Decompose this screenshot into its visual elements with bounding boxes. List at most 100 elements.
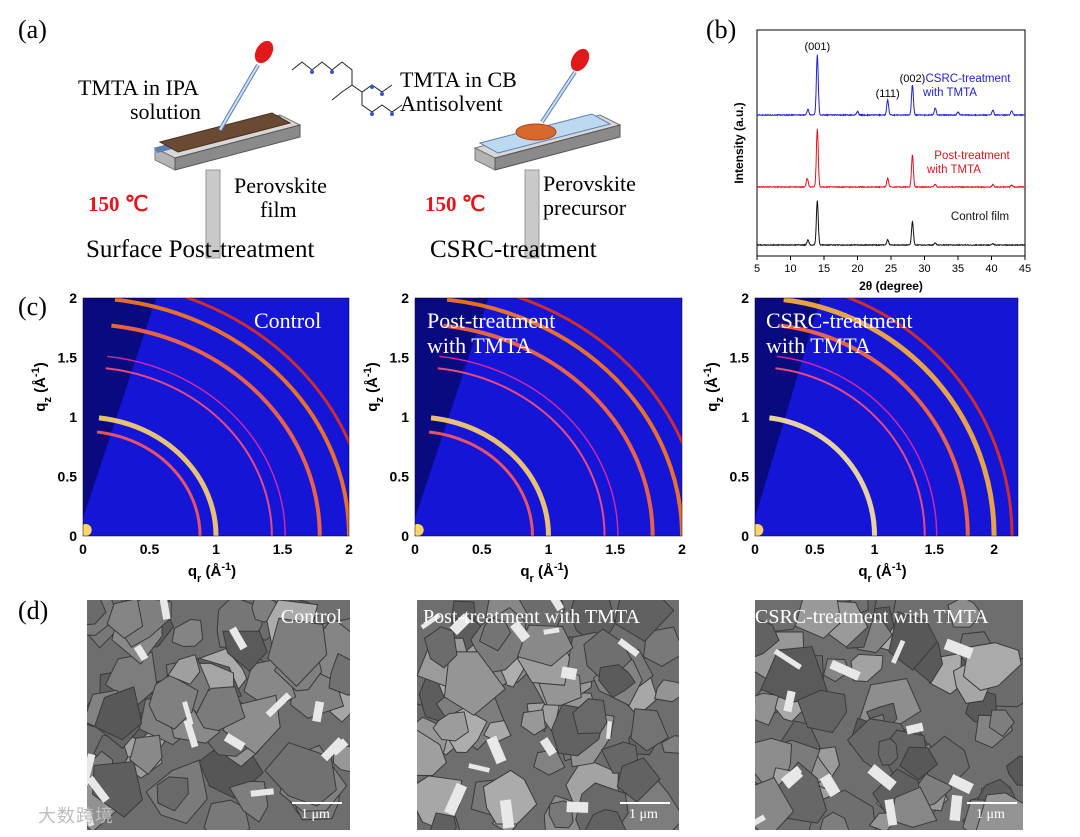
- sem-flake: [891, 639, 906, 664]
- sem-flake: [541, 600, 565, 612]
- sem-grain: [129, 734, 163, 775]
- sem-label-csrc: CSRC-treatment with TMTA: [755, 606, 989, 628]
- sem-image-control: Control 1 μm: [87, 600, 350, 830]
- hotplate-stand-right: [524, 169, 540, 259]
- xrd-peak-label: (001): [804, 41, 830, 53]
- giwaxs-ring: [845, 298, 1014, 536]
- sem-flake: [87, 753, 96, 786]
- sem-flake: [223, 732, 246, 751]
- giwaxs-ylabel: qz (Å-1): [702, 362, 726, 411]
- sem-grain: [443, 651, 506, 716]
- sem-flake: [87, 775, 110, 803]
- xrd-xlabel: 2θ (degree): [859, 279, 923, 293]
- giwaxs-y-tick-label: 1: [741, 409, 749, 425]
- scale-bar: [967, 802, 1017, 804]
- giwaxs-y-tick-label: 2: [741, 290, 749, 306]
- sem-grain: [598, 664, 636, 699]
- giwaxs-beamstop-spot: [83, 524, 92, 536]
- giwaxs-shadow-wedge: [755, 298, 821, 519]
- sem-grain: [661, 735, 679, 754]
- sem-grain: [572, 698, 608, 735]
- giwaxs-x-tick-label: 1: [212, 541, 220, 557]
- sem-flake: [884, 798, 898, 826]
- sem-grain: [819, 811, 850, 830]
- xrd-x-tick-label: 40: [985, 263, 997, 275]
- giwaxs-y-tick-label: 0.5: [730, 469, 750, 485]
- giwaxs-ring: [769, 415, 878, 536]
- giwaxs-x-tick-label: 0.5: [140, 541, 160, 557]
- sem-flake: [943, 638, 974, 660]
- sem-grain: [794, 600, 842, 639]
- sem-grain: [755, 776, 795, 830]
- xrd-peak-label: (111): [876, 88, 900, 100]
- giwaxs-shadow-wedge: [83, 298, 157, 519]
- xrd-x-tick-label: 15: [818, 263, 830, 275]
- giwaxs-shadow-wedge: [415, 298, 489, 519]
- giwaxs-xlabel: qr (Å-1): [858, 561, 906, 585]
- panel-d-label: (d): [18, 596, 49, 625]
- giwaxs-ring: [780, 323, 970, 536]
- giwaxs-x-tick-label: 0.5: [805, 541, 825, 557]
- giwaxs-ring: [515, 298, 682, 447]
- xrd-x-tick-label: 20: [851, 263, 863, 275]
- sem-flake: [229, 626, 248, 651]
- giwaxs-y-tick-label: 1.5: [58, 350, 78, 366]
- pipette-bulb-right: [570, 48, 590, 72]
- sem-flake: [755, 814, 766, 830]
- sem-grain: [642, 626, 679, 667]
- sem-label-control: Control: [280, 606, 342, 628]
- watermark: 大数跨境: [38, 806, 114, 827]
- xrd-peak-label: (002): [900, 73, 926, 85]
- sem-flake: [444, 782, 468, 816]
- panel-b-label: (b): [706, 15, 737, 44]
- giwaxs-frame: [82, 297, 350, 537]
- giwaxs-panel: 0 0.5 1 1.5 2 0 0.5 1 1.5 2 qr (Å-1) qz (Å-1) 0 0.5 1 1…: [30, 290, 1019, 585]
- precursor-drop: [515, 123, 557, 141]
- sem-flake: [948, 774, 974, 795]
- giwaxs-beamstop-spot: [415, 524, 424, 536]
- sem-flake: [312, 700, 325, 723]
- sem-grain: [755, 618, 780, 658]
- hotplate-stand-left: [205, 169, 221, 259]
- sem-grain: [148, 674, 199, 730]
- xrd-series-line: [756, 54, 1026, 117]
- sem-grain: [328, 652, 350, 696]
- giwaxs-ring: [446, 298, 682, 536]
- giwaxs-label-post: Post-treatment with TMTA: [427, 308, 556, 358]
- sem-grain: [888, 611, 938, 671]
- sem-flake: [780, 765, 803, 786]
- left-film-label: Perovskite film: [234, 173, 327, 222]
- giwaxs-xlabel: qr (Å-1): [520, 561, 568, 585]
- giwaxs-ring: [428, 430, 534, 536]
- giwaxs-x-tick-label: 0.5: [472, 541, 492, 557]
- sem-grain: [222, 630, 268, 672]
- sem-grain: [483, 720, 512, 743]
- scale-bar-label: 1 μm: [629, 807, 658, 822]
- giwaxs-ring: [437, 367, 606, 536]
- giwaxs-x-tick-label: 1.5: [606, 541, 626, 557]
- giwaxs-x-tick-label: 0: [79, 541, 87, 557]
- sem-flake: [159, 600, 171, 620]
- giwaxs-x-tick-label: 1.5: [925, 541, 945, 557]
- pipette-bulb-left: [254, 40, 274, 64]
- giwaxs-x-tick-label: 1: [871, 541, 879, 557]
- giwaxs-y-tick-label: 2: [69, 290, 77, 306]
- xrd-x-tick-label: 25: [885, 263, 897, 275]
- giwaxs-ring: [439, 355, 619, 536]
- sem-flake: [499, 799, 515, 829]
- giwaxs-label-control: Control: [254, 308, 322, 333]
- right-caption: CSRC-treatment: [430, 236, 597, 263]
- giwaxs-y-tick-label: 0: [741, 528, 749, 544]
- sem-flake: [539, 737, 557, 757]
- giwaxs-x-tick-label: 2: [990, 541, 998, 557]
- right-precursor-label: Perovskite precursor: [543, 171, 636, 220]
- giwaxs-ring: [775, 367, 926, 536]
- giwaxs-ring: [96, 430, 202, 536]
- scale-bar-label: 1 μm: [976, 807, 1005, 822]
- giwaxs-x-tick-label: 0: [751, 541, 759, 557]
- sem-flake: [560, 666, 578, 681]
- sem-grain: [614, 600, 675, 642]
- sem-image-post: Post-treatment with TMTA 1 μm: [417, 600, 679, 830]
- giwaxs-x-tick-label: 1: [545, 541, 553, 557]
- giwaxs-y-tick-label: 0: [401, 528, 409, 544]
